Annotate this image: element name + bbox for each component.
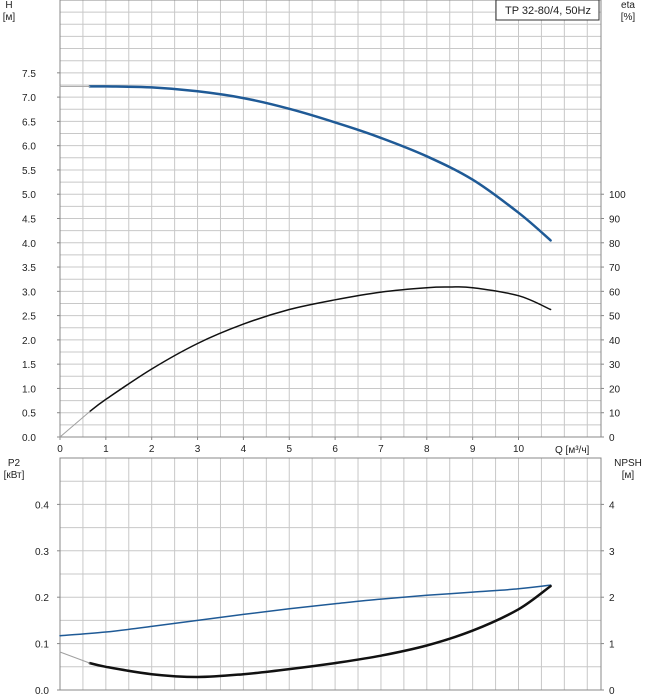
p2-tick-label: 0.4 (35, 500, 49, 511)
h-tick-label: 0.0 (22, 433, 36, 444)
npsh-extrapolated-curve (59, 651, 91, 664)
h-tick-label: 1.0 (22, 384, 36, 395)
eta-axis-label: eta (621, 0, 635, 11)
eta-tick-label: 90 (609, 215, 621, 226)
p2-tick-label: 0.3 (35, 547, 49, 558)
chart-title-box: TP 32-80/4, 50Hz (495, 0, 600, 21)
eta-tick-label: 60 (609, 287, 621, 298)
h-curve (88, 85, 552, 242)
h-tick-label: 5.5 (22, 166, 36, 177)
q-tick-label: 1 (103, 444, 109, 455)
q-tick-label: 4 (241, 444, 247, 455)
h-tick-label: 6.0 (22, 142, 36, 153)
npsh-curve (88, 584, 552, 679)
npsh-tick-label: 2 (609, 593, 615, 604)
h-axis-unit: [м] (3, 12, 16, 23)
p2-tick-label: 0.1 (35, 640, 49, 651)
p2-axis-unit: [кВт] (4, 470, 25, 481)
npsh-axis-unit: [м] (622, 470, 635, 481)
q-tick-label: 10 (513, 444, 525, 455)
h-axis-label: H (5, 0, 12, 11)
eta-tick-label: 80 (609, 239, 621, 250)
q-tick-label: 2 (149, 444, 155, 455)
q-tick-label: 0 (57, 444, 63, 455)
eta-tick-label: 10 (609, 409, 621, 420)
curves (59, 85, 552, 679)
eta-tick-label: 50 (609, 312, 621, 323)
eta-curve (89, 286, 552, 413)
q-tick-label: 6 (332, 444, 338, 455)
p2-tick-label: 0.2 (35, 593, 49, 604)
eta-tick-label: 30 (609, 360, 621, 371)
q-tick-label: 3 (195, 444, 201, 455)
p2-tick-label: 0.0 (35, 686, 49, 697)
h-tick-label: 4.0 (22, 239, 36, 250)
h-tick-label: 2.5 (22, 312, 36, 323)
h-tick-label: 6.5 (22, 117, 36, 128)
bottom-chart-frame (59, 457, 602, 691)
eta-tick-label: 70 (609, 263, 621, 274)
h-tick-label: 7.0 (22, 93, 36, 104)
npsh-tick-label: 4 (609, 500, 615, 511)
h-tick-label: 1.5 (22, 360, 36, 371)
tick-labels: 0.0 0.5 1.0 1.5 2.0 2.5 3.0 3.5 4.0 4.5 5.0 5.5 6.0 6… (22, 69, 626, 697)
q-tick-label: 5 (286, 444, 292, 455)
npsh-tick-label: 1 (609, 640, 615, 651)
p2-axis-label: P2 (8, 458, 21, 469)
chart-title: TP 32-80/4, 50Hz (505, 5, 591, 17)
h-tick-label: 5.0 (22, 190, 36, 201)
h-tick-label: 2.0 (22, 336, 36, 347)
bottom-chart-grid (60, 457, 601, 690)
p2-curve (59, 584, 552, 637)
q-tick-label: 8 (424, 444, 430, 455)
q-axis-unit: Q [м³/ч] (555, 445, 590, 456)
top-chart-grid (60, 0, 601, 437)
q-tick-label: 7 (378, 444, 384, 455)
npsh-tick-label: 0 (609, 686, 615, 697)
eta-tick-label: 40 (609, 336, 621, 347)
npsh-axis-label: NPSH (614, 458, 642, 469)
h-tick-label: 4.5 (22, 215, 36, 226)
eta-tick-label: 20 (609, 384, 621, 395)
eta-extrapolated-curve (59, 411, 91, 438)
q-tick-label: 9 (470, 444, 476, 455)
eta-tick-label: 100 (609, 190, 626, 201)
eta-tick-label: 0 (609, 433, 615, 444)
eta-axis-unit: [%] (621, 12, 636, 23)
npsh-tick-label: 3 (609, 547, 615, 558)
h-tick-label: 3.5 (22, 263, 36, 274)
h-tick-label: 3.0 (22, 287, 36, 298)
h-tick-label: 0.5 (22, 409, 36, 420)
h-tick-label: 7.5 (22, 69, 36, 80)
